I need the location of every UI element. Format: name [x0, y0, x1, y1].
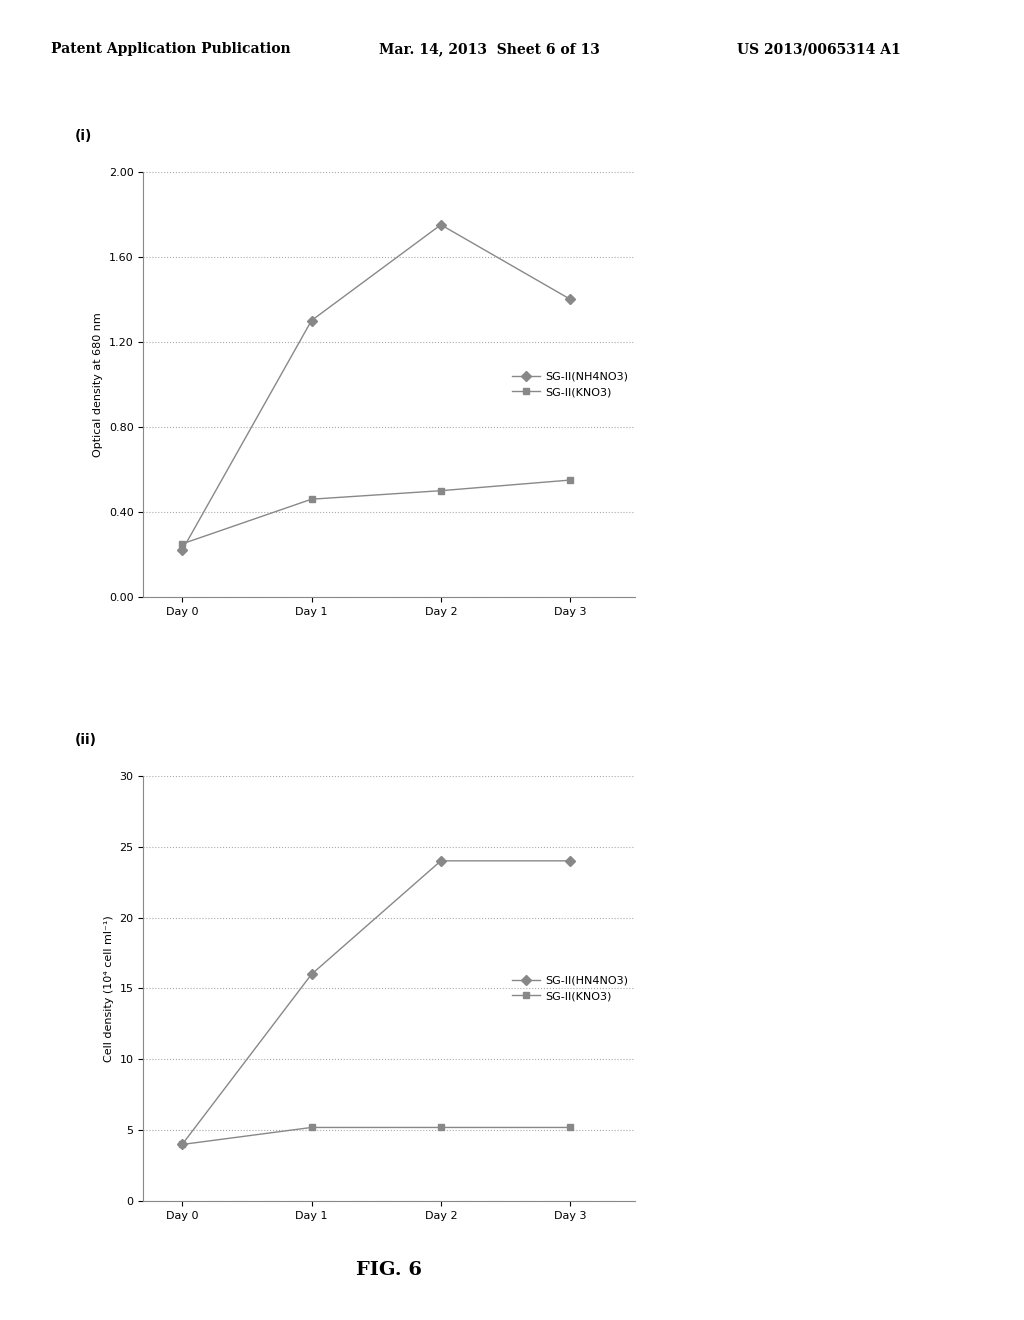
Line: SG-II(KNO3): SG-II(KNO3) [179, 1125, 573, 1148]
SG-II(KNO3) [435, 483, 447, 499]
Text: FIG. 6: FIG. 6 [356, 1261, 422, 1279]
Text: Mar. 14, 2013  Sheet 6 of 13: Mar. 14, 2013 Sheet 6 of 13 [379, 42, 600, 57]
Legend: SG-II(HN4NO3), SG-II(KNO3): SG-II(HN4NO3), SG-II(KNO3) [508, 972, 633, 1006]
SG-II(KNO3) [305, 491, 317, 507]
SG-II(KNO3) [176, 1137, 188, 1152]
SG-II(NH4NO3) [435, 216, 447, 232]
Y-axis label: Cell density (10⁴ cell ml⁻¹): Cell density (10⁴ cell ml⁻¹) [104, 915, 114, 1061]
SG-II(HN4NO3) [564, 853, 577, 869]
Line: SG-II(NH4NO3): SG-II(NH4NO3) [179, 222, 573, 553]
Text: Patent Application Publication: Patent Application Publication [51, 42, 291, 57]
SG-II(HN4NO3) [305, 966, 317, 982]
Text: US 2013/0065314 A1: US 2013/0065314 A1 [737, 42, 901, 57]
SG-II(NH4NO3) [305, 313, 317, 329]
Text: (ii): (ii) [75, 733, 96, 747]
Line: SG-II(HN4NO3): SG-II(HN4NO3) [179, 858, 573, 1148]
SG-II(HN4NO3) [435, 853, 447, 869]
Line: SG-II(KNO3): SG-II(KNO3) [179, 477, 573, 548]
SG-II(HN4NO3) [176, 1137, 188, 1152]
SG-II(NH4NO3) [564, 292, 577, 308]
SG-II(NH4NO3) [176, 543, 188, 558]
SG-II(KNO3) [176, 536, 188, 552]
Y-axis label: Optical density at 680 nm: Optical density at 680 nm [93, 312, 103, 457]
Legend: SG-II(NH4NO3), SG-II(KNO3): SG-II(NH4NO3), SG-II(KNO3) [508, 367, 633, 401]
Text: (i): (i) [75, 129, 92, 143]
SG-II(KNO3) [305, 1119, 317, 1135]
SG-II(KNO3) [564, 1119, 577, 1135]
SG-II(KNO3) [564, 473, 577, 488]
SG-II(KNO3) [435, 1119, 447, 1135]
